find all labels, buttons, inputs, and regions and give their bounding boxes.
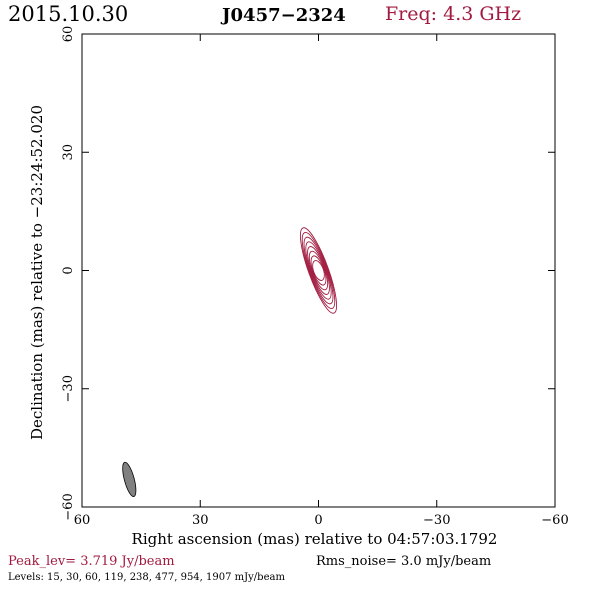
contour-level	[305, 241, 332, 300]
y-tick-label: 60	[61, 26, 76, 43]
frequency-label: Freq: 4.3 GHz	[385, 3, 522, 25]
contour-level	[312, 260, 325, 281]
y-axis-label: Declination (mas) relative to −23:24:52.…	[28, 105, 46, 440]
contour-level	[308, 250, 329, 291]
epoch-date: 2015.10.30	[8, 2, 129, 26]
y-tick-label: −30	[61, 375, 76, 402]
contour-levels: Levels: 15, 30, 60, 119, 238, 477, 954, …	[8, 572, 285, 583]
contour-level	[299, 227, 338, 314]
contour-level	[310, 255, 327, 286]
contour-level	[307, 246, 330, 295]
x-axis-label: Right ascension (mas) relative to 04:57:…	[132, 530, 498, 548]
x-tick-label: −60	[541, 513, 568, 528]
y-tick-label: 30	[61, 144, 76, 161]
beam-ellipse	[122, 461, 137, 497]
x-tick-label: 0	[314, 513, 322, 528]
x-tick-label: −30	[423, 513, 450, 528]
contour-level	[301, 232, 336, 309]
plot-frame	[81, 33, 556, 508]
x-tick-label: 30	[192, 513, 209, 528]
x-tick-label: 60	[74, 513, 91, 528]
rms-noise: Rms_noise= 3.0 mJy/beam	[316, 554, 492, 569]
y-tick-label: 0	[61, 266, 76, 274]
peak-level: Peak_lev= 3.719 Jy/beam	[8, 554, 175, 569]
contour-level	[303, 236, 334, 305]
y-tick-label: −60	[61, 493, 76, 520]
source-name: J0457−2324	[222, 5, 346, 26]
